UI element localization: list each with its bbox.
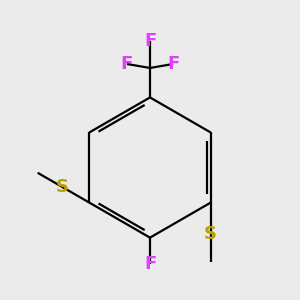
Text: F: F xyxy=(167,55,179,73)
Text: F: F xyxy=(144,255,156,273)
Text: F: F xyxy=(121,55,133,73)
Text: S: S xyxy=(204,225,217,243)
Text: S: S xyxy=(56,178,68,196)
Text: F: F xyxy=(144,32,156,50)
